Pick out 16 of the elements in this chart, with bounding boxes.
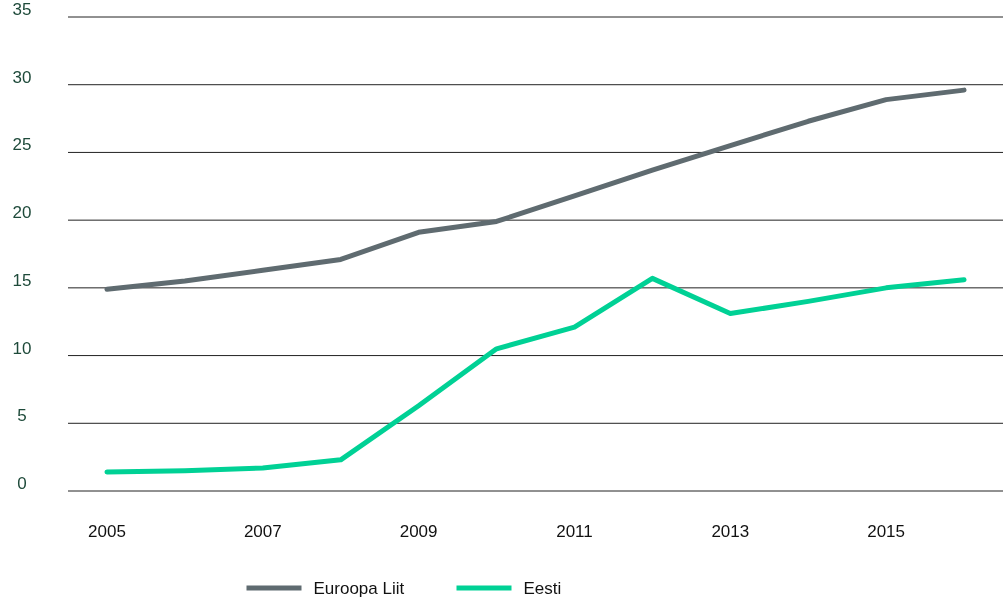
x-tick-label: 2015	[867, 522, 906, 541]
y-tick-label: 30	[12, 67, 32, 87]
y-tick-label: 0	[17, 474, 27, 493]
y-tick-label: 10	[12, 338, 32, 358]
legend-label: Euroopa Liit	[313, 579, 405, 598]
x-tick-label: 2011	[556, 522, 593, 541]
y-tick-label: 20	[12, 203, 32, 223]
x-tick-label: 2005	[88, 522, 126, 541]
y-tick-label: 25	[12, 135, 32, 155]
x-tick-label: 2013	[711, 522, 750, 541]
y-tick-label: 15	[12, 270, 32, 290]
y-tick-label: 5	[17, 406, 27, 426]
x-tick-label: 2009	[399, 522, 438, 541]
legend-label: Eesti	[523, 579, 562, 598]
x-tick-label: 2007	[243, 522, 282, 541]
y-tick-label: 35	[12, 0, 32, 19]
